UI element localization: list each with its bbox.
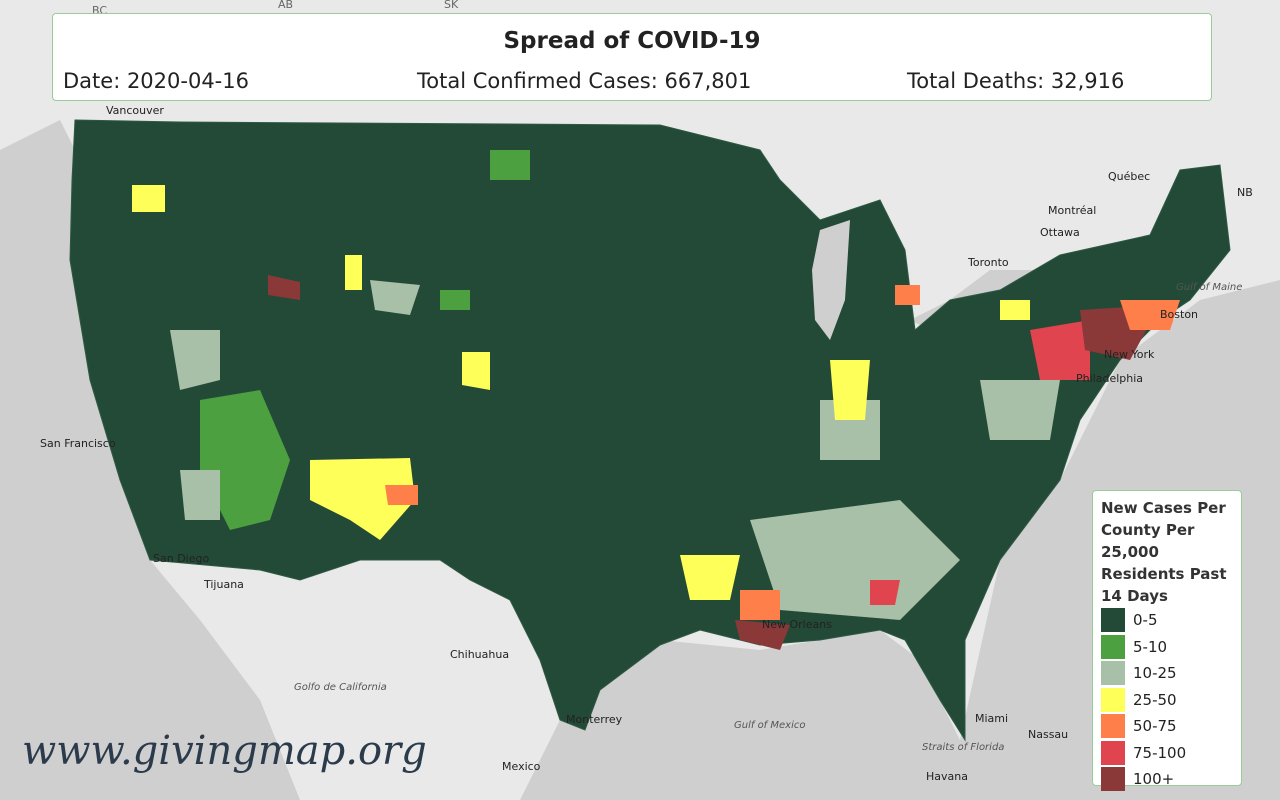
county-patch (345, 255, 362, 290)
header-panel: Spread of COVID-19 Date: 2020-04-16 Tota… (52, 13, 1212, 101)
legend-item: 10-25 (1101, 660, 1233, 687)
title: Spread of COVID-19 (503, 28, 761, 54)
place-label: Monterrey (566, 713, 623, 726)
place-label: Golfo de California (294, 682, 387, 693)
legend-item: 50-75 (1101, 713, 1233, 740)
total-cases: Total Confirmed Cases: 667,801 (417, 69, 752, 93)
place-label: Montréal (1048, 204, 1096, 217)
legend-label: 25-50 (1133, 690, 1177, 709)
place-label: Boston (1160, 308, 1198, 321)
county-patch (170, 330, 220, 390)
county-patch (750, 500, 960, 620)
date: Date: 2020-04-16 (63, 69, 249, 93)
watermark: www.givingmap.org (22, 728, 427, 774)
county-patch (132, 185, 165, 212)
county-patch (180, 470, 220, 520)
place-label: Vancouver (106, 104, 164, 117)
legend-item: 25-50 (1101, 687, 1233, 714)
place-label: Havana (926, 770, 968, 783)
legend-label: 10-25 (1133, 664, 1177, 683)
legend-item: 5-10 (1101, 634, 1233, 661)
legend-label: 5-10 (1133, 637, 1168, 656)
county-patch (490, 150, 530, 180)
legend-item: 100+ (1101, 766, 1233, 793)
legend-swatch (1101, 634, 1125, 659)
legend-swatch (1101, 687, 1125, 712)
county-patch (1030, 320, 1090, 380)
legend-swatch (1101, 767, 1125, 792)
county-patch (268, 275, 300, 300)
county-patch (385, 485, 418, 505)
county-patch (895, 285, 920, 305)
place-label: AB (278, 0, 293, 11)
county-patch (870, 580, 900, 605)
place-label: SK (444, 0, 459, 11)
county-patch (680, 555, 740, 600)
lake-michigan (812, 220, 850, 340)
legend-label: 100+ (1133, 770, 1175, 789)
place-label: Ottawa (1040, 226, 1080, 239)
legend: New Cases Per County Per 25,000 Resident… (1092, 490, 1242, 792)
county-patch (440, 290, 470, 310)
county-patches (132, 150, 1180, 650)
place-label: Gulf of Maine (1176, 282, 1242, 293)
county-patch (735, 620, 790, 650)
legend-title: New Cases Per County Per 25,000 Resident… (1101, 499, 1227, 605)
place-label: Gulf of Mexico (734, 720, 805, 731)
place-label: Toronto (967, 256, 1009, 269)
place-label: Philadelphia (1076, 372, 1143, 385)
county-patch (980, 380, 1060, 440)
place-label: Nassau (1028, 728, 1068, 741)
county-patch (830, 360, 870, 420)
county-patch (310, 458, 415, 540)
place-label: San Diego (153, 552, 209, 565)
place-label: Québec (1108, 170, 1150, 183)
place-label: New York (1104, 348, 1155, 361)
gulf-water (520, 280, 1280, 800)
legend-swatch (1101, 740, 1125, 765)
county-patch (462, 352, 490, 390)
place-label: New Orleans (762, 618, 832, 631)
place-label: NB (1237, 186, 1253, 199)
place-label: San Francisco (40, 437, 116, 450)
place-label: Straits of Florida (922, 742, 1004, 753)
place-label: Miami (975, 712, 1008, 725)
place-label: Tijuana (203, 578, 244, 591)
place-label: Chihuahua (450, 648, 509, 661)
county-patch (740, 590, 780, 620)
county-patch (1120, 300, 1180, 330)
legend-label: 75-100 (1133, 743, 1187, 762)
legend-swatch (1101, 714, 1125, 739)
county-patch (200, 390, 290, 530)
total-deaths: Total Deaths: 32,916 (907, 69, 1125, 93)
place-label: Mexico (502, 760, 541, 773)
county-patch (370, 280, 420, 315)
legend-swatch (1101, 608, 1125, 633)
legend-label: 0-5 (1133, 611, 1158, 630)
legend-item: 75-100 (1101, 740, 1233, 767)
county-patch (1000, 300, 1030, 320)
legend-item: 0-5 (1101, 607, 1233, 634)
legend-label: 50-75 (1133, 717, 1177, 736)
legend-swatch (1101, 661, 1125, 686)
